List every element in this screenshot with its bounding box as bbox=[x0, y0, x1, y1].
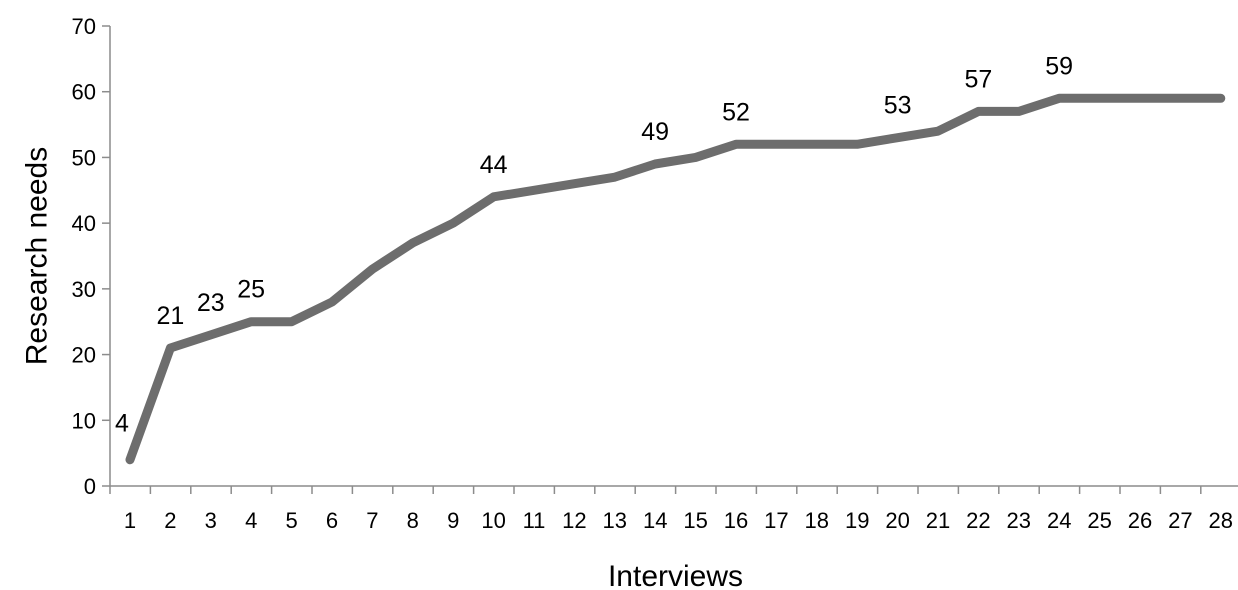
x-tick-label: 17 bbox=[764, 508, 788, 533]
x-tick-label: 14 bbox=[643, 508, 667, 533]
x-tick-label: 10 bbox=[481, 508, 505, 533]
x-tick-label: 9 bbox=[447, 508, 459, 533]
y-axis-title: Research needs bbox=[21, 147, 54, 365]
x-tick-label: 3 bbox=[205, 508, 217, 533]
x-tick-label: 12 bbox=[562, 508, 586, 533]
data-label: 53 bbox=[884, 92, 912, 120]
x-tick-label: 15 bbox=[683, 508, 707, 533]
data-label: 49 bbox=[641, 118, 669, 146]
x-tick-label: 28 bbox=[1209, 508, 1233, 533]
data-label: 25 bbox=[237, 276, 265, 304]
x-tick-label: 11 bbox=[523, 508, 546, 533]
x-tick-label: 25 bbox=[1087, 508, 1111, 533]
x-tick-label: 5 bbox=[285, 508, 297, 533]
x-tick-label: 1 bbox=[124, 508, 136, 533]
data-label: 44 bbox=[480, 151, 508, 179]
data-label: 21 bbox=[156, 302, 184, 330]
y-tick-label: 10 bbox=[72, 408, 96, 433]
x-tick-label: 26 bbox=[1128, 508, 1152, 533]
x-tick-label: 16 bbox=[724, 508, 748, 533]
x-tick-label: 13 bbox=[603, 508, 627, 533]
data-labels: 4 21 23 25 44 49 52 53 57 59 bbox=[115, 52, 1073, 437]
y-tick-label: 20 bbox=[72, 343, 96, 368]
data-label: 59 bbox=[1045, 52, 1073, 80]
x-tick-label: 8 bbox=[407, 508, 419, 533]
x-tick-label: 24 bbox=[1047, 508, 1071, 533]
y-tick-label: 40 bbox=[72, 211, 96, 236]
data-label: 4 bbox=[115, 410, 129, 438]
series-group bbox=[125, 93, 1226, 465]
x-tick-label: 19 bbox=[845, 508, 869, 533]
data-label: 52 bbox=[722, 98, 750, 126]
x-tick-label: 20 bbox=[885, 508, 909, 533]
y-tick-label: 30 bbox=[72, 277, 96, 302]
x-axis-title: Interviews bbox=[608, 560, 743, 590]
x-tick-label: 27 bbox=[1168, 508, 1192, 533]
x-tick-label: 7 bbox=[366, 508, 378, 533]
data-label: 23 bbox=[197, 289, 225, 317]
y-tick-label: 0 bbox=[84, 474, 96, 499]
x-tick-label: 23 bbox=[1007, 508, 1031, 533]
x-tick-label: 2 bbox=[164, 508, 176, 533]
x-tick-label: 4 bbox=[245, 508, 257, 533]
y-tick-label: 70 bbox=[72, 14, 96, 39]
x-tick-label: 18 bbox=[805, 508, 829, 533]
y-axis: 0 10 20 30 40 50 60 70 bbox=[72, 14, 111, 499]
y-tick-label: 60 bbox=[72, 80, 96, 105]
x-tick-label: 22 bbox=[966, 508, 990, 533]
x-axis: 1 2 3 4 5 6 7 8 9 10 11 12 13 14 15 16 17 18 19 20 21 22 23 24 2… bbox=[109, 485, 1238, 533]
data-label: 57 bbox=[964, 65, 992, 93]
y-tick-label: 50 bbox=[72, 145, 96, 170]
x-tick-label: 21 bbox=[926, 508, 950, 533]
series-line bbox=[125, 93, 1226, 465]
x-tick-label: 6 bbox=[326, 508, 338, 533]
